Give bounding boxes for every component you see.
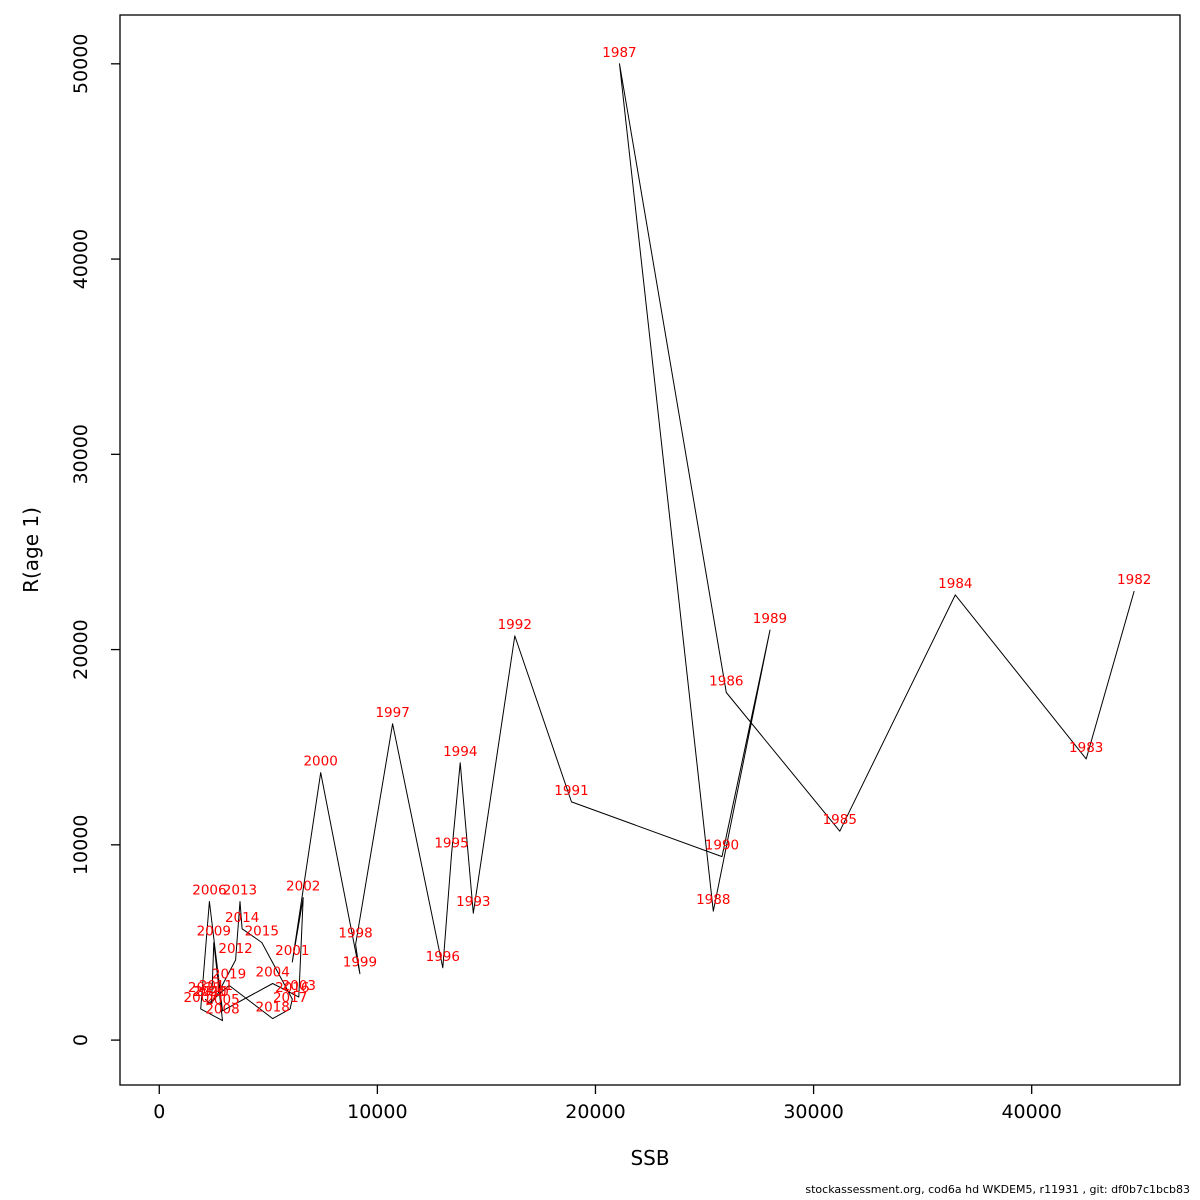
year-label: 2015 <box>245 923 279 939</box>
year-label: 2017 <box>273 990 307 1006</box>
year-label: 2005 <box>205 992 239 1008</box>
year-label: 1982 <box>1117 572 1151 588</box>
x-tick-label: 30000 <box>783 1101 843 1123</box>
year-label: 1986 <box>709 674 743 690</box>
year-label: 2010 <box>194 984 228 1000</box>
year-label: 1987 <box>602 45 636 61</box>
year-label: 2018 <box>255 1000 289 1016</box>
x-tick-label: 10000 <box>347 1101 407 1123</box>
plot-box <box>119 14 1181 1086</box>
year-label: 1998 <box>338 925 372 941</box>
year-label: 2009 <box>197 923 231 939</box>
y-tick-label: 50000 <box>70 34 92 94</box>
year-label: 1983 <box>1069 740 1103 756</box>
x-tick-label: 40000 <box>1001 1101 1061 1123</box>
year-label: 2016 <box>275 980 309 996</box>
year-label: 2019 <box>212 966 246 982</box>
year-label: 2002 <box>286 879 320 895</box>
x-axis-title: SSB <box>630 1146 669 1170</box>
x-tick-label: 0 <box>153 1101 165 1123</box>
year-label: 1988 <box>696 892 730 908</box>
year-label: 1996 <box>426 949 460 965</box>
y-tick-label: 20000 <box>70 619 92 679</box>
y-tick-label: 0 <box>70 1034 92 1046</box>
year-label: 1984 <box>938 576 972 592</box>
y-tick-label: 10000 <box>70 815 92 875</box>
year-label: 2001 <box>275 943 309 959</box>
year-label: 1999 <box>343 955 377 971</box>
year-label: 1989 <box>753 611 787 627</box>
year-label: 1994 <box>443 744 477 760</box>
year-label: 1990 <box>705 838 739 854</box>
year-label: 2008 <box>205 1002 239 1018</box>
chart-area: 0 10000 20000 30000 40000 0 10000 20000 30000 400… <box>70 14 1181 1123</box>
x-tick-label: 20000 <box>565 1101 625 1123</box>
year-label: 2012 <box>218 941 252 957</box>
year-label: 2003 <box>282 978 316 994</box>
year-label: 2013 <box>223 882 257 898</box>
year-label: 1985 <box>823 812 857 828</box>
year-label: 1992 <box>498 617 532 633</box>
year-label: 2020 <box>192 984 226 1000</box>
year-label: 1993 <box>456 894 490 910</box>
year-label: 2014 <box>225 910 259 926</box>
year-label: 2007 <box>184 990 218 1006</box>
y-tick-label: 30000 <box>70 424 92 484</box>
year-label: 1997 <box>375 705 409 721</box>
year-label: 1995 <box>434 836 468 852</box>
year-label: 2011 <box>199 978 233 994</box>
year-label: 2004 <box>255 964 289 980</box>
year-label: 1991 <box>554 783 588 799</box>
year-label: 2000 <box>303 754 337 770</box>
footer-credit: stockassessment.org, cod6a hd WKDEM5, r1… <box>805 1183 1190 1196</box>
year-label: 2021 <box>188 980 222 996</box>
y-axis-title: R(age 1) <box>19 507 43 593</box>
recruitment-series-line <box>200 63 1135 1022</box>
y-tick-label: 40000 <box>70 229 92 289</box>
year-label: 2006 <box>192 882 226 898</box>
